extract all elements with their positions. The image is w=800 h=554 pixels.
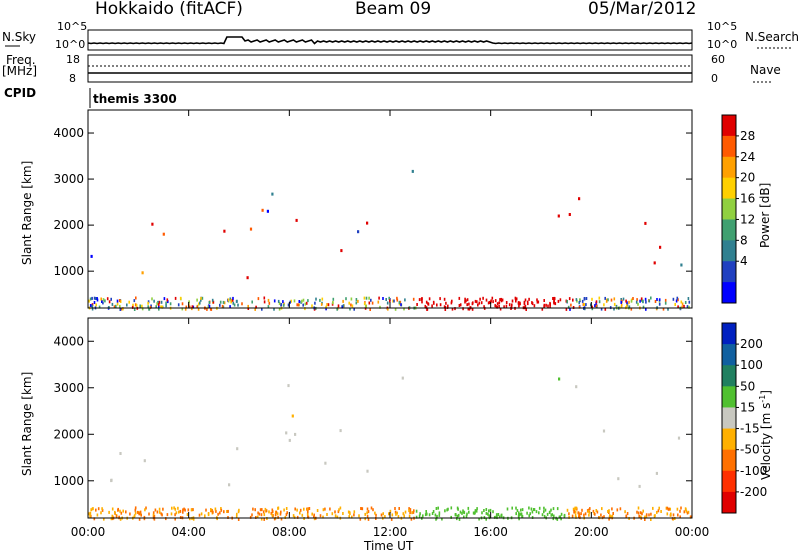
velocity-colorbar-swatch <box>722 407 736 430</box>
nsky-frame <box>87 29 693 51</box>
power-colorbar-tick-label: 12 <box>740 212 755 226</box>
nsearch-tick-bottom: 10^0 <box>707 38 738 51</box>
nsearch-label: N.Search <box>745 30 800 44</box>
x-tick-label: 04:00 <box>171 525 206 539</box>
x-tick-label: 12:00 <box>373 525 408 539</box>
velocity-ytick-label: 3000 <box>53 381 84 395</box>
velocity-colorbar-swatch <box>722 344 736 366</box>
velocity-colorbar-swatch <box>722 365 736 387</box>
nave-label: Nave <box>750 63 781 77</box>
velocity-colorbar-swatch <box>722 491 736 514</box>
velocity-colorbar-swatch <box>722 449 736 472</box>
power-colorbar-tick-label: 24 <box>740 150 755 164</box>
power-colorbar-swatch <box>722 240 736 262</box>
velocity-colorbar-frame <box>721 322 737 514</box>
nsky-trace <box>87 36 693 45</box>
power-ytick-label: 4000 <box>53 126 84 140</box>
power-ytick-label: 2000 <box>53 218 84 232</box>
x-tick-label: 16:00 <box>473 525 508 539</box>
x-axis-label: Time UT <box>364 539 414 553</box>
x-tick-label: 08:00 <box>272 525 307 539</box>
velocity-colorbar-swatch <box>722 323 736 345</box>
nsky-tick-top: 10^5 <box>57 20 88 33</box>
nsky-tick-bottom: 10^0 <box>55 38 86 51</box>
freq-tick-top: 18 <box>66 53 80 66</box>
freq-tick-bottom: 8 <box>69 72 76 85</box>
nave-tick-top: 60 <box>711 53 725 66</box>
power-colorbar-tick-label: 16 <box>740 192 755 206</box>
nsearch-tick-top: 10^5 <box>707 20 738 33</box>
freq-unit-label: [MHz] <box>2 64 38 78</box>
velocity-colorbar-tick-label: 100 <box>740 358 763 372</box>
power-colorbar-swatch <box>722 282 736 304</box>
power-colorbar-tick-label: 20 <box>740 171 755 185</box>
velocity-ytick-label: 1000 <box>53 474 84 488</box>
power-frame <box>87 109 693 309</box>
freq-label: Freq. <box>6 53 36 67</box>
velocity-colorbar-tick-label: 15 <box>740 400 755 414</box>
velocity-cells <box>88 376 692 521</box>
velocity-colorbar-tick-label: 50 <box>740 379 755 393</box>
power-colorbar-swatch <box>722 135 736 158</box>
cpid-label: CPID <box>4 86 37 100</box>
power-colorbar-tick-label: 4 <box>740 254 748 268</box>
power-ytick-label: 1000 <box>53 264 84 278</box>
velocity-frame <box>87 317 693 519</box>
velocity-colorbar-tick-label: -200 <box>740 485 767 499</box>
velocity-ytick-label: 4000 <box>53 334 84 348</box>
velocity-colorbar-swatch <box>722 470 736 493</box>
x-tick-label: 00:00 <box>675 525 710 539</box>
power-colorbar-swatch <box>722 219 736 241</box>
power-colorbar-tick-label: 8 <box>740 233 748 247</box>
power-colorbar-swatch <box>722 115 736 137</box>
power-colorbar-frame <box>721 114 737 304</box>
velocity-colorbar-swatch <box>722 386 736 408</box>
date-title: 05/Mar/2012 <box>588 0 697 19</box>
freq-frame <box>87 54 693 83</box>
beam-title: Beam 09 <box>355 0 432 19</box>
power-colorbar-swatch <box>722 177 736 200</box>
velocity-colorbar-tick-label: 200 <box>740 337 763 351</box>
power-ytick-label: 3000 <box>53 172 84 186</box>
nave-tick-bottom: 0 <box>711 72 718 85</box>
x-tick-label: 20:00 <box>574 525 609 539</box>
velocity-colorbar-tick-label: -100 <box>740 464 767 478</box>
velocity-colorbar-tick-label: -50 <box>740 443 760 457</box>
power-colorbar-swatch <box>722 261 736 283</box>
power-colorbar-swatch <box>722 156 736 179</box>
velocity-ytick-label: 2000 <box>53 427 84 441</box>
velocity-colorbar-tick-label: -15 <box>740 422 760 436</box>
power-colorbar-tick-label: 28 <box>740 129 755 143</box>
nsky-label: N.Sky <box>2 30 37 44</box>
velocity-colorbar-swatch <box>722 428 736 451</box>
cpid-value: themis 3300 <box>93 92 177 106</box>
station-title: Hokkaido (fitACF) <box>95 0 243 19</box>
x-tick-label: 00:00 <box>71 525 106 539</box>
power-colorbar-swatch <box>722 198 736 220</box>
power-cells <box>88 169 691 311</box>
